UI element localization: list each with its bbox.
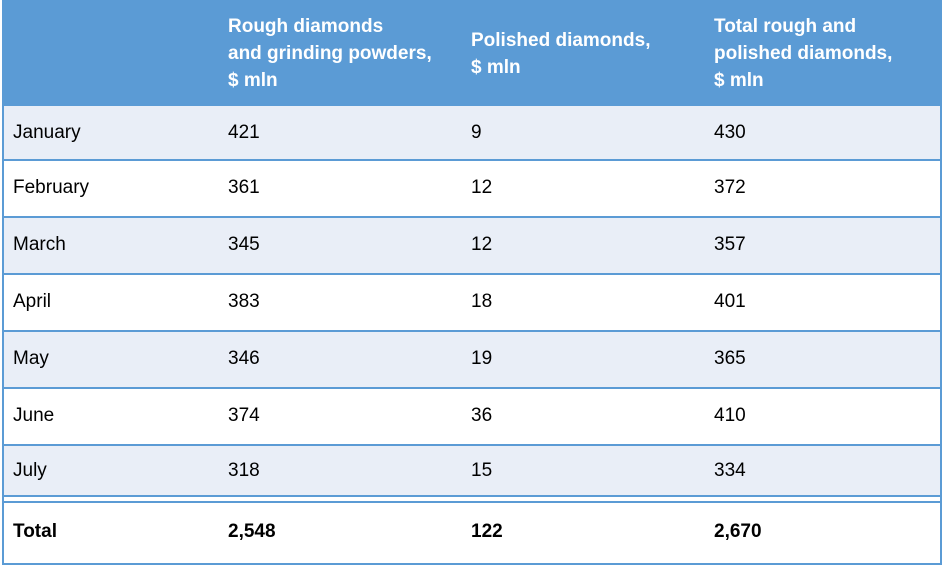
row-rough-value: 361 [228,177,260,198]
row-rough-value: 383 [228,291,260,312]
table-row: April 383 18 401 [4,275,940,332]
table-row: July 318 15 334 [4,446,940,495]
header-polished-diamonds: Polished diamonds, $ mln [471,30,651,78]
header-total-diamonds: Total rough and polished diamonds, $ mln [714,16,893,91]
row-month: April [13,291,52,312]
total-total-value: 2,670 [714,521,762,542]
table-row: January 421 9 430 [4,106,940,161]
row-rough-value: 346 [228,348,260,369]
row-total-value: 365 [714,348,746,369]
row-polished-value: 19 [471,348,493,369]
row-total-value: 430 [714,122,746,143]
table-row: March 345 12 357 [4,218,940,275]
row-month: March [13,234,66,255]
table-row: May 346 19 365 [4,332,940,389]
row-total-value: 401 [714,291,746,312]
row-polished-value: 9 [471,122,482,143]
row-polished-value: 15 [471,460,493,481]
row-polished-value: 12 [471,177,493,198]
table-header: Rough diamonds and grinding powders, $ m… [4,0,940,106]
total-separator [4,495,940,503]
row-polished-value: 36 [471,405,493,426]
row-rough-value: 374 [228,405,260,426]
row-total-value: 372 [714,177,746,198]
row-rough-value: 345 [228,234,260,255]
row-month: June [13,405,55,426]
total-label: Total [13,521,57,542]
row-polished-value: 18 [471,291,493,312]
table-row: June 374 36 410 [4,389,940,446]
row-month: July [13,460,47,481]
row-total-value: 334 [714,460,746,481]
row-rough-value: 318 [228,460,260,481]
table-row: February 361 12 372 [4,161,940,218]
row-polished-value: 12 [471,234,493,255]
row-rough-value: 421 [228,122,260,143]
row-total-value: 410 [714,405,746,426]
row-total-value: 357 [714,234,746,255]
total-rough-value: 2,548 [228,521,276,542]
row-month: February [13,177,90,198]
total-row: Total 2,548 122 2,670 [4,503,940,563]
row-month: January [13,122,81,143]
row-month: May [13,348,49,369]
header-rough-diamonds: Rough diamonds and grinding powders, $ m… [228,16,432,91]
total-polished-value: 122 [471,521,503,542]
